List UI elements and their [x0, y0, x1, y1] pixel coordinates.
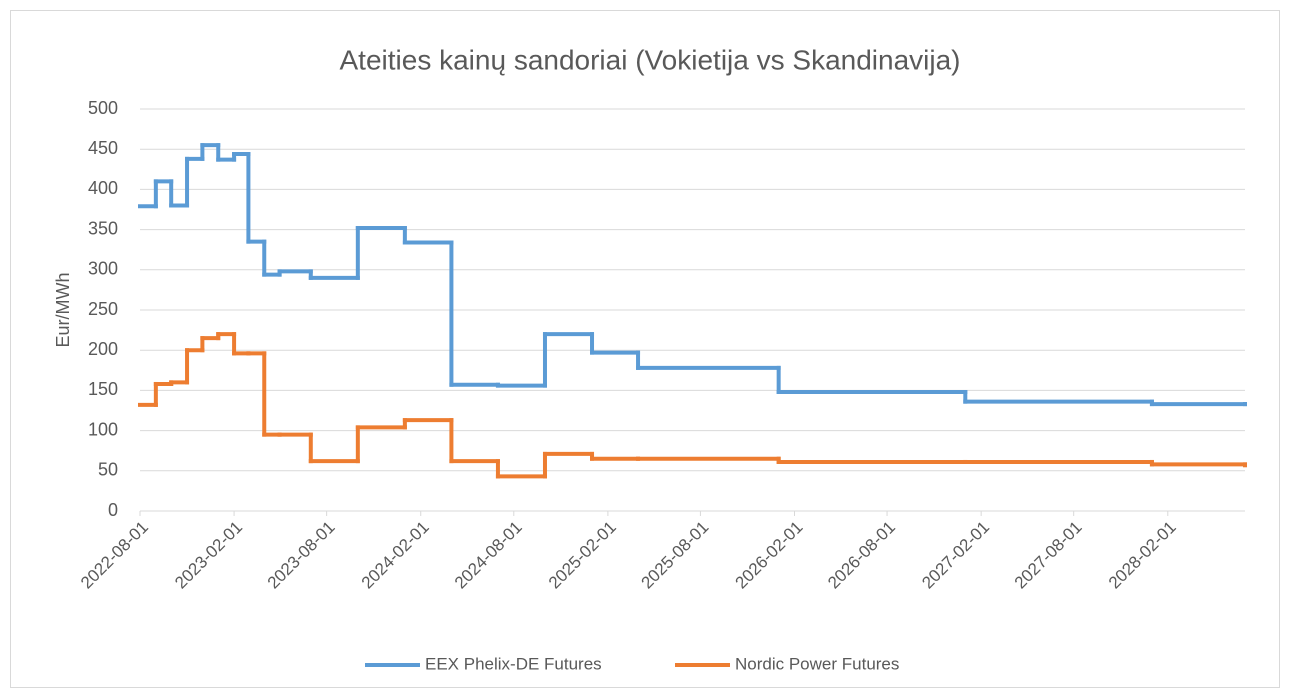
- legend-label: EEX Phelix-DE Futures: [425, 654, 602, 673]
- y-tick-label: 250: [88, 299, 118, 319]
- y-tick-label: 150: [88, 379, 118, 399]
- y-tick-label: 450: [88, 138, 118, 158]
- y-tick-label: 0: [108, 500, 118, 520]
- y-tick-label: 200: [88, 339, 118, 359]
- chart-border: [10, 10, 1280, 688]
- y-tick-label: 350: [88, 218, 118, 238]
- y-tick-label: 50: [98, 460, 118, 480]
- y-tick-label: 100: [88, 419, 118, 439]
- y-axis-label: Eur/MWh: [53, 272, 73, 347]
- legend-label: Nordic Power Futures: [735, 654, 899, 673]
- y-tick-label: 400: [88, 178, 118, 198]
- chart-title: Ateities kainų sandoriai (Vokietija vs S…: [340, 44, 961, 75]
- y-tick-label: 300: [88, 259, 118, 279]
- y-tick-label: 500: [88, 98, 118, 118]
